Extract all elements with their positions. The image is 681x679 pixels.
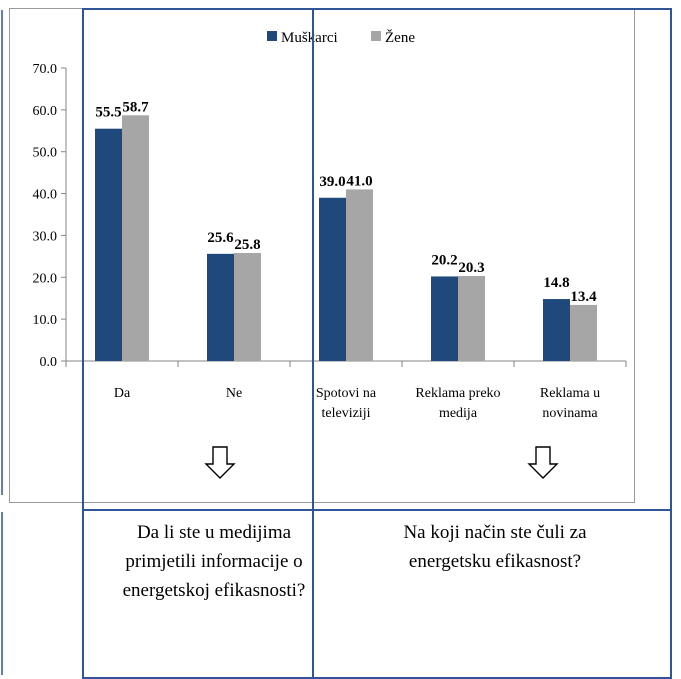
bar-zene bbox=[570, 304, 597, 361]
y-tick-label: 40.0 bbox=[33, 188, 58, 203]
bar-zene bbox=[234, 253, 261, 361]
y-tick-label: 60.0 bbox=[33, 104, 58, 119]
data-label: 20.3 bbox=[458, 260, 484, 276]
y-tick-label: 50.0 bbox=[33, 146, 58, 161]
y-tick-label: 20.0 bbox=[33, 271, 58, 286]
data-label: 58.7 bbox=[122, 99, 149, 115]
y-tick-label: 70.0 bbox=[33, 62, 58, 77]
bar-muskarci bbox=[319, 197, 346, 361]
x-tick-label: Spotovi na televiziji bbox=[316, 386, 377, 421]
data-label: 39.0 bbox=[319, 174, 345, 190]
labels: 55.5 58.7 Da 25.6 25.8 Ne 39.0 41.0 Spotovi na te… bbox=[95, 99, 600, 421]
question-left: Da li ste u medijima primjetili informac… bbox=[122, 522, 306, 601]
bar-muskarci bbox=[95, 128, 122, 361]
legend-label-muskarci: Muškarci bbox=[281, 30, 338, 46]
data-label: 41.0 bbox=[346, 173, 372, 189]
bar-zene bbox=[122, 115, 149, 361]
bar-muskarci bbox=[543, 299, 570, 361]
question-right: Na koji način ste čuli za energetsku efi… bbox=[403, 522, 587, 572]
y-tick-label: 10.0 bbox=[33, 313, 58, 328]
bar-zene bbox=[458, 276, 485, 361]
data-label: 20.2 bbox=[431, 252, 457, 268]
axes: 0.0 10.0 20.0 30.0 40.0 50.0 60.0 70.0 bbox=[33, 62, 627, 370]
legend: Muškarci Žene bbox=[267, 29, 415, 46]
x-tick-label: Reklama preko medija bbox=[415, 386, 500, 421]
x-tick-label: Ne bbox=[226, 386, 242, 401]
data-label: 14.8 bbox=[543, 275, 569, 291]
legend-swatch-zene bbox=[371, 31, 381, 41]
legend-label-zene: Žene bbox=[385, 29, 415, 46]
data-label: 25.6 bbox=[207, 230, 234, 246]
right-panel-frame bbox=[312, 8, 672, 679]
data-label: 55.5 bbox=[95, 105, 121, 121]
bar-muskarci bbox=[207, 253, 234, 361]
legend-swatch-muskarci bbox=[267, 31, 277, 41]
data-label: 13.4 bbox=[570, 289, 597, 305]
y-tick-label: 0.0 bbox=[40, 355, 58, 370]
bar-zene bbox=[346, 189, 373, 361]
overlay-frames bbox=[82, 8, 672, 679]
bar-muskarci bbox=[431, 276, 458, 361]
data-label: 25.8 bbox=[234, 237, 260, 253]
bars bbox=[95, 115, 597, 361]
x-tick-label: Reklama u novinama bbox=[540, 386, 600, 421]
x-tick-label: Da bbox=[114, 386, 131, 401]
y-tick-label: 30.0 bbox=[33, 229, 58, 244]
